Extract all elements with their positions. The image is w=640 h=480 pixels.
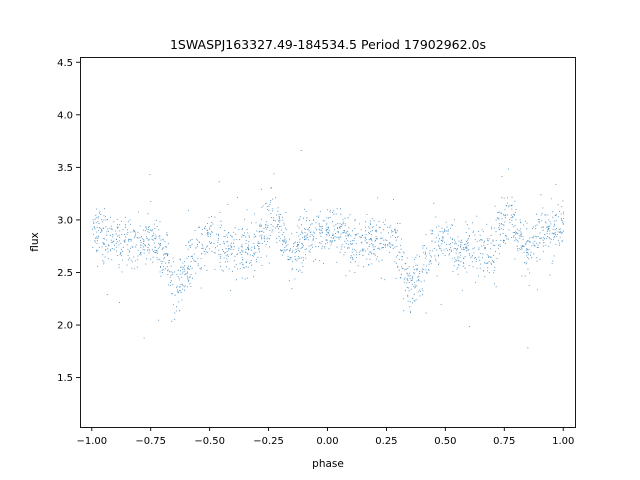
x-tick-label: −0.50 <box>194 436 225 447</box>
x-tick-label: 0.75 <box>493 436 515 447</box>
x-tick-label: −1.00 <box>76 436 107 447</box>
x-tick-label: 0.25 <box>375 436 397 447</box>
y-tick-label: 4.0 <box>57 110 73 121</box>
x-tick-label: 1.00 <box>552 436 574 447</box>
y-tick-label: 1.5 <box>57 373 73 384</box>
x-tick-label: 0.50 <box>434 436 456 447</box>
x-axis: −1.00 −0.75 −0.50 −0.25 0.00 0.25 0.50 0.75 1.00 <box>76 427 574 447</box>
x-tick-label: −0.25 <box>253 436 284 447</box>
x-tick-label: 0.00 <box>316 436 338 447</box>
y-axis: 1.5 2.0 2.5 3.0 3.5 4.0 4.5 <box>57 58 80 384</box>
y-tick-label: 2.5 <box>57 268 73 279</box>
y-tick-label: 4.5 <box>57 58 73 69</box>
chart-title: 1SWASPJ163327.49-184534.5 Period 1790296… <box>170 37 486 52</box>
y-tick-label: 3.0 <box>57 215 73 226</box>
x-axis-label: phase <box>312 458 344 470</box>
y-tick-label: 3.5 <box>57 163 73 174</box>
y-axis-label: flux <box>29 232 41 251</box>
plot-area-frame <box>80 57 576 428</box>
x-tick-label: −0.75 <box>135 436 166 447</box>
y-tick-label: 2.0 <box>57 321 73 332</box>
